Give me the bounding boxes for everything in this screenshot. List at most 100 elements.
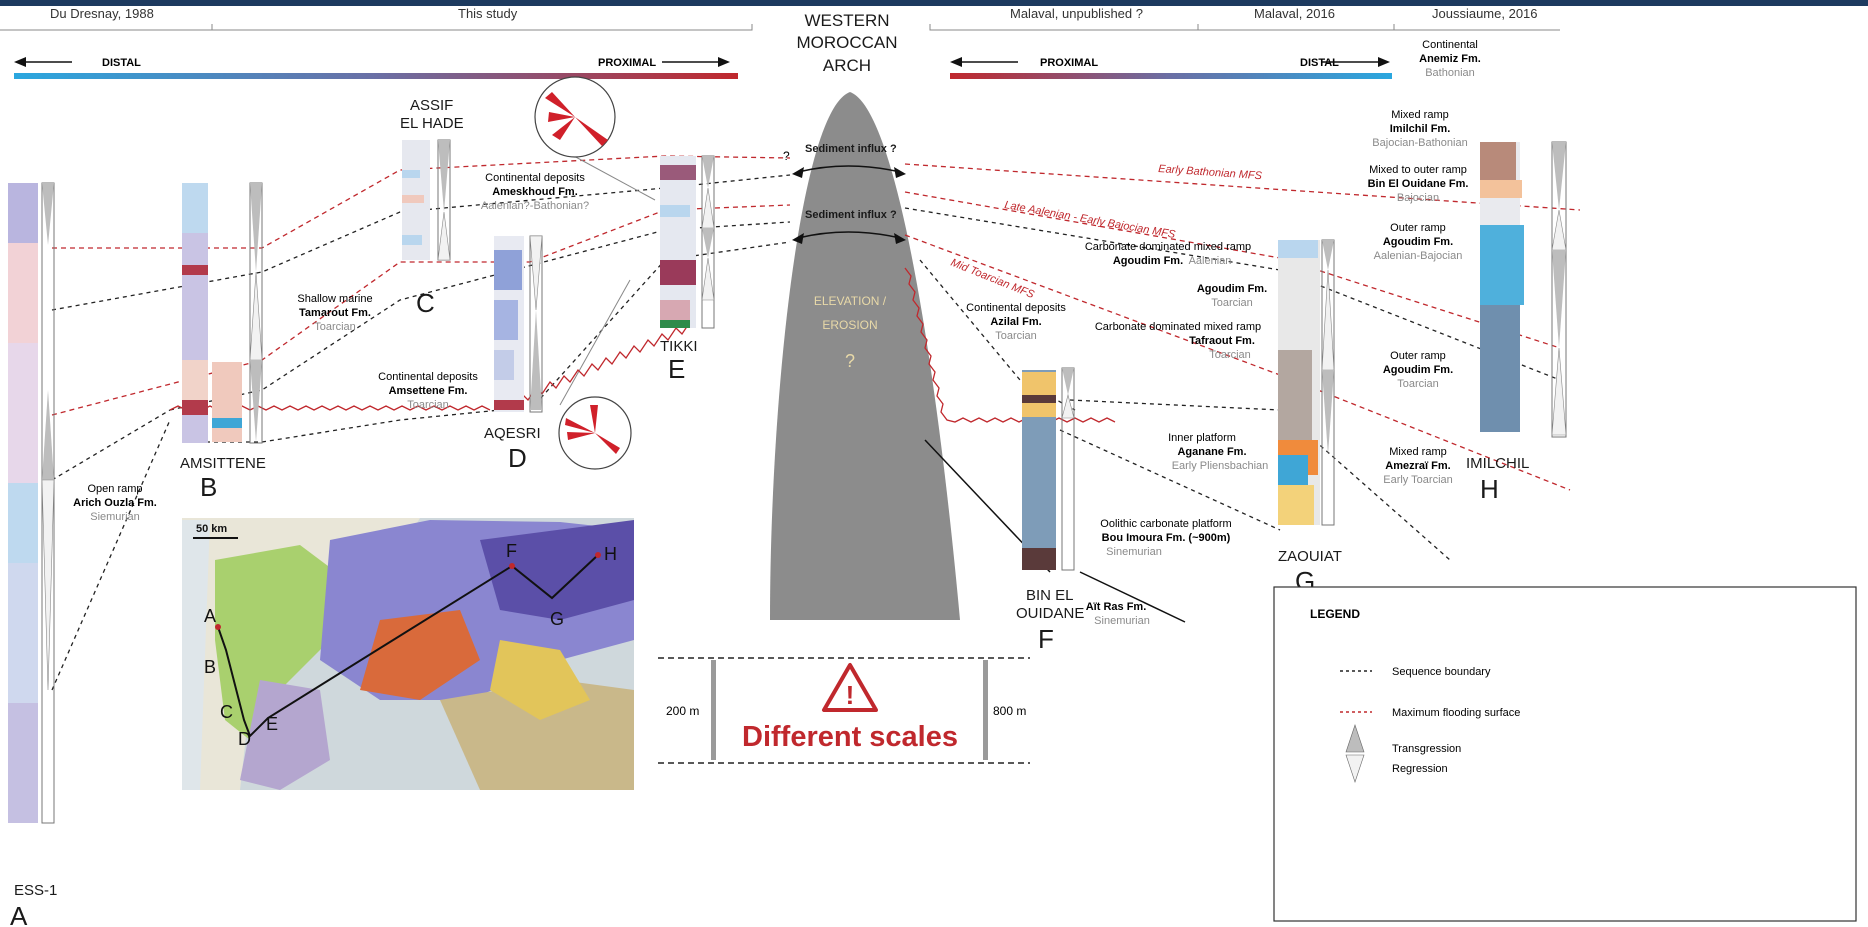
svg-text:Inner platform: Inner platform bbox=[1168, 432, 1236, 444]
svg-text:Toarcian: Toarcian bbox=[1209, 349, 1251, 361]
svg-text:Aganane Fm.: Aganane Fm. bbox=[1177, 446, 1246, 458]
elevation-label-1: ELEVATION / bbox=[814, 294, 887, 308]
section-name-a: ESS-1 bbox=[14, 882, 57, 899]
svg-text:Continental: Continental bbox=[1422, 39, 1478, 51]
formation-labels: Open ramp Arich Ouzla Fm. Siemurian Shal… bbox=[73, 39, 1481, 627]
source-malaval-2016: Malaval, 2016 bbox=[1254, 6, 1335, 21]
formation-agoudim-aalenian-bajocian: Outer ramp Agoudim Fm. Aalenian-Bajocian bbox=[1374, 222, 1463, 262]
section-name-g: ZAOUIAT bbox=[1278, 548, 1342, 565]
column-tikki bbox=[660, 155, 715, 329]
column-imilchil bbox=[1480, 141, 1567, 438]
section-letter-e: E bbox=[668, 354, 685, 384]
svg-text:Bou Imoura Fm. (~900m): Bou Imoura Fm. (~900m) bbox=[1102, 532, 1231, 544]
rose-diagram-lower bbox=[558, 396, 632, 470]
gradient-bar-right: PROXIMAL DISTAL bbox=[950, 57, 1392, 79]
regression-icon bbox=[1345, 754, 1365, 783]
svg-text:Arich Ouzla Fm.: Arich Ouzla Fm. bbox=[73, 497, 157, 509]
svg-text:Open ramp: Open ramp bbox=[87, 483, 142, 495]
mfs-late-aalenian: Late Aalenian - Early Bajocian MFS bbox=[1003, 199, 1176, 241]
svg-text:Imilchil Fm.: Imilchil Fm. bbox=[1390, 123, 1451, 135]
section-name-b: AMSITTENE bbox=[180, 455, 266, 472]
svg-text:Aalenian?-Bathonian?: Aalenian?-Bathonian? bbox=[481, 200, 589, 212]
svg-text:Carbonate dominated mixed ramp: Carbonate dominated mixed ramp bbox=[1085, 241, 1251, 253]
map-letter-a: A bbox=[204, 606, 216, 626]
warning-icon: ! bbox=[846, 680, 855, 710]
transgression-icon bbox=[1345, 724, 1365, 753]
svg-text:Bathonian: Bathonian bbox=[1425, 67, 1475, 79]
column-zaouiat bbox=[1278, 239, 1335, 526]
section-letter-h: H bbox=[1480, 474, 1499, 504]
svg-text:Toarcian: Toarcian bbox=[1397, 378, 1439, 390]
svg-text:Mixed ramp: Mixed ramp bbox=[1391, 109, 1448, 121]
source-malaval-unpublished: Malaval, unpublished ? bbox=[1010, 6, 1143, 21]
formation-amezrai: Mixed ramp Amezraï Fm. Early Toarcian bbox=[1383, 446, 1453, 486]
legend: LEGEND Sequence boundary Maximum floodin… bbox=[1273, 586, 1857, 922]
sediment-influx-lower: Sediment influx ? bbox=[805, 209, 897, 221]
question-mark-left: ? bbox=[783, 149, 790, 163]
svg-text:Outer ramp: Outer ramp bbox=[1390, 350, 1446, 362]
section-name-d: AQESRI bbox=[484, 425, 541, 442]
mfs-labels: Early Bathonian MFS Late Aalenian - Earl… bbox=[949, 163, 1263, 301]
map-letter-e: E bbox=[266, 714, 278, 734]
section-name-h: IMILCHIL bbox=[1466, 455, 1529, 472]
formation-agoudim-toarcian: Agoudim Fm. Toarcian bbox=[1197, 283, 1267, 309]
svg-text:Agoudim Fm.: Agoudim Fm. bbox=[1197, 283, 1267, 295]
svg-text:Ameskhoud Fm.: Ameskhoud Fm. bbox=[492, 186, 578, 198]
different-scales-label: Different scales bbox=[742, 721, 958, 753]
formation-azilal: Continental deposits Azilal Fm. Toarcian bbox=[966, 302, 1066, 342]
map-letter-b: B bbox=[204, 657, 216, 677]
source-joussiaume: Joussiaume, 2016 bbox=[1432, 6, 1538, 21]
svg-text:Bin El Ouidane Fm.: Bin El Ouidane Fm. bbox=[1368, 178, 1469, 190]
svg-text:Toarcian: Toarcian bbox=[314, 321, 356, 333]
map-letter-f: F bbox=[506, 541, 517, 561]
formation-tamarout: Shallow marine Tamarout Fm. Toarcian bbox=[297, 293, 372, 333]
map-scale-label: 50 km bbox=[196, 523, 227, 535]
svg-text:Shallow marine: Shallow marine bbox=[297, 293, 372, 305]
svg-text:Sinemurian: Sinemurian bbox=[1106, 546, 1162, 558]
section-name-f-1: BIN EL bbox=[1026, 587, 1074, 604]
svg-text:Sinemurian: Sinemurian bbox=[1094, 615, 1150, 627]
sediment-influx-upper: Sediment influx ? bbox=[805, 143, 897, 155]
svg-text:Toarcian: Toarcian bbox=[995, 330, 1037, 342]
arch-title-1: WESTERN bbox=[805, 11, 890, 30]
unconformity-lines bbox=[169, 267, 1116, 423]
svg-text:Bajocian-Bathonian: Bajocian-Bathonian bbox=[1372, 137, 1467, 149]
section-letter-c: C bbox=[416, 288, 435, 318]
proximal-label-left: PROXIMAL bbox=[598, 57, 656, 69]
elevation-question: ? bbox=[845, 351, 855, 371]
svg-text:Tamarout Fm.: Tamarout Fm. bbox=[299, 307, 371, 319]
svg-text:Aalenian: Aalenian bbox=[1189, 255, 1232, 267]
svg-text:Continental deposits: Continental deposits bbox=[485, 172, 585, 184]
scale-left-label: 200 m bbox=[666, 704, 699, 718]
source-headers: Du Dresnay, 1988 This study Malaval, unp… bbox=[0, 6, 1560, 31]
formation-ameskhoud: Continental deposits Ameskhoud Fm. Aalen… bbox=[481, 172, 589, 212]
formation-agoudim-outer-toarcian: Outer ramp Agoudim Fm. Toarcian bbox=[1383, 350, 1453, 390]
formation-tafraout: Carbonate dominated mixed ramp Tafraout … bbox=[1095, 321, 1261, 361]
svg-text:Oolithic carbonate platform: Oolithic carbonate platform bbox=[1100, 518, 1231, 530]
source-this-study: This study bbox=[458, 6, 518, 21]
legend-title: LEGEND bbox=[1310, 607, 1360, 621]
svg-text:Anemiz Fm.: Anemiz Fm. bbox=[1419, 53, 1481, 65]
legend-transgression: Transgression bbox=[1392, 743, 1461, 755]
arch-title-2: MOROCCAN bbox=[796, 33, 897, 52]
svg-text:Tafraout Fm.: Tafraout Fm. bbox=[1189, 335, 1255, 347]
distal-label-left: DISTAL bbox=[102, 57, 141, 69]
map-letter-h: H bbox=[604, 544, 617, 564]
formation-bou-imoura: Oolithic carbonate platform Bou Imoura F… bbox=[1100, 518, 1231, 558]
section-letter-a: A bbox=[10, 901, 28, 927]
svg-text:Amezraï Fm.: Amezraï Fm. bbox=[1385, 460, 1450, 472]
scale-right-label: 800 m bbox=[993, 704, 1026, 718]
section-labels: ESS-1 A AMSITTENE B ASSIF EL HADE C AQES… bbox=[10, 97, 1529, 927]
column-amsittene bbox=[182, 182, 263, 444]
arch-title-3: ARCH bbox=[823, 56, 871, 75]
elevation-label-2: EROSION bbox=[822, 318, 877, 332]
column-bin-el-ouidane bbox=[1022, 367, 1075, 571]
svg-text:Aalenian-Bajocian: Aalenian-Bajocian bbox=[1374, 250, 1463, 262]
svg-text:Azilal Fm.: Azilal Fm. bbox=[990, 316, 1041, 328]
formation-imilchil: Mixed ramp Imilchil Fm. Bajocian-Bathoni… bbox=[1372, 109, 1467, 149]
svg-text:Early Toarcian: Early Toarcian bbox=[1383, 474, 1453, 486]
svg-text:Continental deposits: Continental deposits bbox=[378, 371, 478, 383]
scale-warning: 200 m 800 m ! Different scales bbox=[658, 657, 1030, 764]
formation-agoudim-aalenian: Carbonate dominated mixed ramp Agoudim F… bbox=[1085, 241, 1251, 267]
